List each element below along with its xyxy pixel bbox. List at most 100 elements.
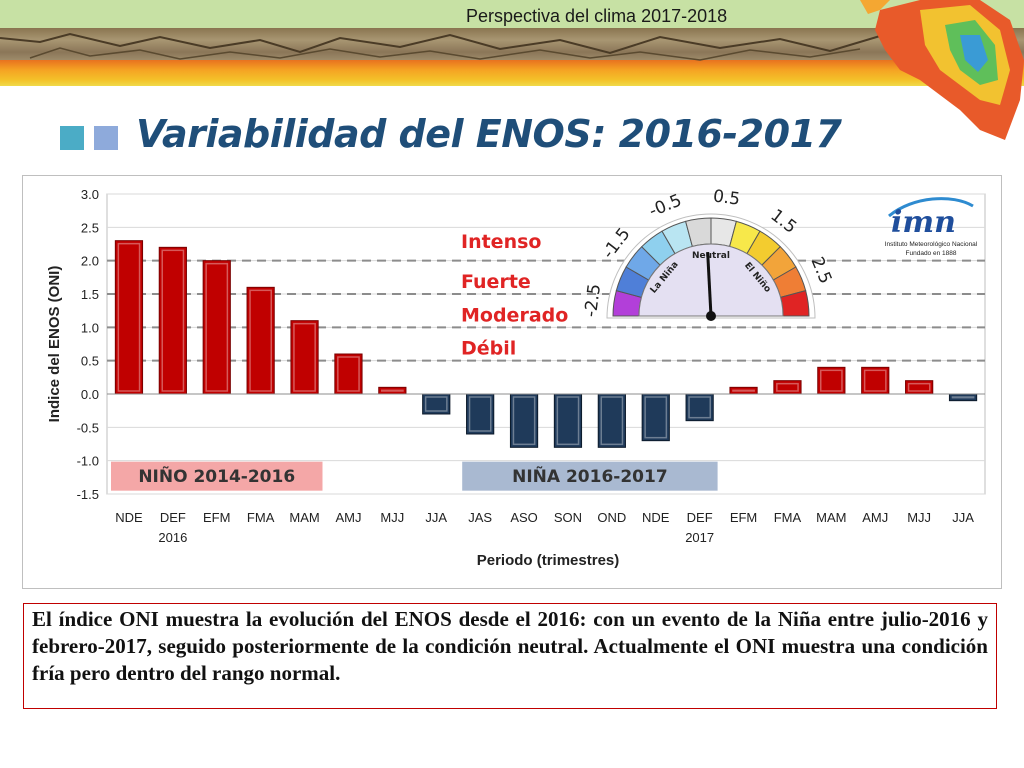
bar-highlight: [688, 396, 712, 419]
gauge-needle: [706, 252, 713, 317]
episode-label: NIÑO 2014-2016: [138, 464, 295, 487]
costa-rica-map: [860, 0, 1024, 140]
bar: [466, 393, 495, 435]
x-tick-label: EFM: [730, 510, 757, 525]
bar-highlight: [951, 396, 975, 399]
year-label: 2017: [685, 530, 714, 545]
y-tick-label: 0.5: [81, 354, 99, 369]
x-tick-label: FMA: [247, 510, 275, 525]
header-banner: Perspectiva del clima 2017-2018: [0, 0, 1024, 86]
x-axis-title: Periodo (trimestres): [477, 552, 620, 569]
x-tick-label: MAM: [816, 510, 846, 525]
bar: [817, 366, 846, 395]
year-label: 2016: [158, 530, 187, 545]
bar: [597, 393, 626, 448]
bar: [290, 320, 319, 395]
bar: [553, 393, 583, 448]
plot-area: [106, 193, 986, 495]
bar-highlight: [907, 382, 931, 392]
episode-label: NIÑA 2016-2017: [512, 464, 668, 487]
x-tick-label: AMJ: [335, 510, 361, 525]
bar: [202, 260, 231, 395]
bar: [641, 393, 670, 442]
logo-founded: Fundado en 1888: [906, 250, 957, 257]
bar: [509, 393, 539, 448]
logo-subtitle: Instituto Meteorológico Nacional: [885, 241, 978, 248]
enos-chart-frame: 3.0 2.5 2.0 1.5 1.0 0.5 0.0 -0.5 -1.0 -1.5 NIÑO 20…: [22, 175, 1002, 589]
x-tick-label: EFM: [203, 510, 230, 525]
bar: [773, 380, 802, 395]
oni-bar-chart: 3.0 2.5 2.0 1.5 1.0 0.5 0.0 -0.5 -1.0 -1.5 NIÑO 20…: [46, 186, 986, 569]
bar-highlight: [776, 382, 799, 392]
bar-highlight: [380, 389, 404, 392]
intensity-label: Moderado: [461, 304, 568, 326]
bar-highlight: [293, 322, 316, 392]
y-tick-label: -1.5: [77, 487, 99, 502]
gauge-needle-hub: [706, 311, 716, 321]
y-tick-label: 1.0: [81, 320, 99, 335]
y-tick-label: -0.5: [77, 420, 99, 435]
x-tick-label: JJA: [425, 510, 447, 525]
dry-soil-texture: [0, 32, 881, 61]
y-axis-title: Indice del ENOS (ONI): [46, 266, 63, 423]
bar-highlight: [863, 369, 887, 392]
bar-highlight: [600, 396, 624, 446]
bar-highlight: [732, 389, 755, 392]
bar: [861, 366, 890, 395]
intensity-label: Intenso: [461, 231, 541, 253]
y-tick-label: -1.0: [77, 454, 99, 469]
x-tick-label: AMJ: [862, 510, 888, 525]
episode-band: [462, 461, 718, 491]
x-tick-label: ASO: [510, 510, 537, 525]
logo-swoosh: [888, 197, 974, 218]
x-tick-label: SON: [554, 510, 582, 525]
bar-highlight: [644, 396, 668, 439]
bar: [334, 353, 363, 395]
gauge-tick-label: 0.5: [712, 186, 741, 209]
x-tick-label: DEF: [160, 510, 186, 525]
x-tick-label: FMA: [774, 510, 802, 525]
intensity-label: Fuerte: [461, 271, 531, 293]
y-tick-label: 0.0: [81, 387, 99, 402]
caption-text: El índice ONI muestra la evolución del E…: [32, 607, 988, 685]
bar: [246, 286, 275, 395]
bar-highlight: [249, 289, 273, 392]
x-tick-label: MJJ: [907, 510, 931, 525]
gauge-face: [638, 243, 784, 317]
episode-band: [111, 461, 323, 491]
x-tick-label: JJA: [952, 510, 974, 525]
bar: [158, 246, 187, 395]
x-tick-label: MAM: [289, 510, 319, 525]
x-tick-label: NDE: [642, 510, 670, 525]
title-bullet-square: [94, 126, 118, 150]
bar-highlight: [556, 396, 580, 446]
bar: [905, 380, 934, 395]
x-tick-label: NDE: [115, 510, 143, 525]
title-bullet-square: [60, 126, 84, 150]
bar-highlight: [819, 369, 843, 392]
bar-highlight: [117, 242, 141, 392]
gauge-zone-label: Neutral: [692, 251, 730, 261]
x-tick-label: OND: [597, 510, 626, 525]
bar-highlight: [424, 396, 448, 412]
bar-highlight: [161, 249, 185, 392]
y-tick-label: 3.0: [81, 187, 99, 202]
gauge-tick-label: -2.5: [581, 283, 605, 318]
y-tick-label: 2.0: [81, 254, 99, 269]
bar-highlight: [468, 396, 492, 432]
slide-title: Variabilidad del ENOS: 2016-2017: [136, 112, 842, 156]
bar: [685, 393, 714, 422]
y-tick-label: 2.5: [81, 220, 99, 235]
x-tick-label: DEF: [687, 510, 713, 525]
y-tick-label: 1.5: [81, 287, 99, 302]
x-tick-label: JAS: [468, 510, 492, 525]
bar-highlight: [337, 356, 360, 392]
intensity-label: Débil: [461, 338, 516, 360]
logo-wordmark: imn: [891, 205, 956, 240]
bar-highlight: [205, 262, 229, 392]
bar-highlight: [512, 396, 536, 446]
banner-title: Perspectiva del clima 2017-2018: [466, 6, 728, 26]
bar: [114, 240, 144, 395]
x-tick-label: MJJ: [380, 510, 404, 525]
